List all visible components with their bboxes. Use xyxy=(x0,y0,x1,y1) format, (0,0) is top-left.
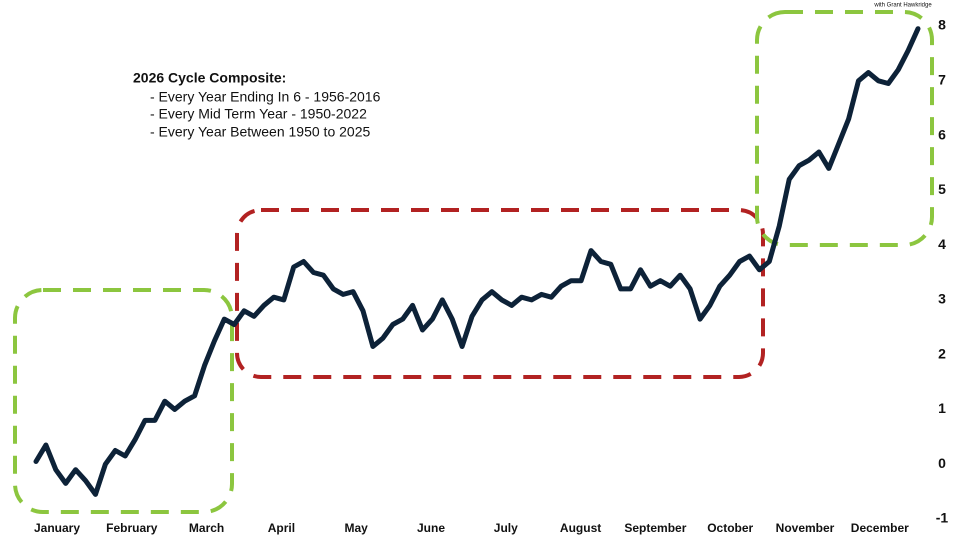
y-tick-label: 1 xyxy=(938,400,946,416)
x-tick-label: September xyxy=(624,521,686,535)
highlight-box xyxy=(13,288,234,514)
x-tick-label: May xyxy=(345,521,369,535)
line xyxy=(33,26,921,497)
annotation-line: - Every Year Ending In 6 - 1956-2016 xyxy=(150,89,381,105)
x-tick-label: August xyxy=(560,521,601,535)
annotation-line: - Every Mid Term Year - 1950-2022 xyxy=(150,106,367,122)
y-tick-label: 8 xyxy=(938,17,946,33)
y-tick-label: 3 xyxy=(938,291,946,307)
x-tick-label: June xyxy=(417,521,445,535)
x-tick-label: January xyxy=(34,521,80,535)
x-tick-label: October xyxy=(707,521,753,535)
y-tick-label: 0 xyxy=(938,455,946,471)
x-tick-label: November xyxy=(776,521,835,535)
x-tick-label: February xyxy=(106,521,158,535)
y-tick-label: -1 xyxy=(936,510,949,526)
y-tick-label: 2 xyxy=(938,345,946,361)
y-tick-label: 4 xyxy=(938,236,946,252)
credit: with Grant Hawkridge xyxy=(873,3,932,9)
y-tick-label: 6 xyxy=(938,126,946,142)
annotation-line: - Every Year Between 1950 to 2025 xyxy=(150,124,370,140)
x-tick-label: July xyxy=(494,521,518,535)
highlight-box xyxy=(235,208,765,379)
x-tick-label: March xyxy=(189,521,224,535)
x-tick-label: December xyxy=(851,521,909,535)
x-tick-label: April xyxy=(268,521,295,535)
y-tick-label: 7 xyxy=(938,71,946,87)
annotation-title: 2026 Cycle Composite: xyxy=(133,70,286,86)
y-tick-label: 5 xyxy=(938,181,946,197)
highlight-box xyxy=(755,10,934,247)
